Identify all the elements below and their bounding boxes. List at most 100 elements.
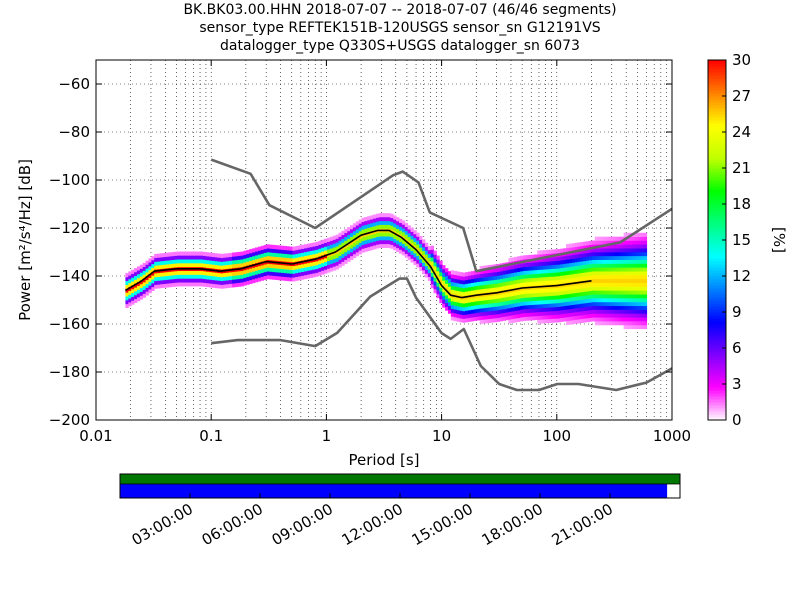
colorbar-step xyxy=(708,408,726,412)
heatmap-cell xyxy=(185,263,190,268)
heatmap-cell xyxy=(234,259,239,265)
heatmap-cell xyxy=(361,240,365,245)
heatmap-cell xyxy=(617,263,622,268)
heatmap-cell xyxy=(338,255,342,260)
heatmap-cell xyxy=(617,255,622,260)
heatmap-cell xyxy=(136,297,141,302)
colorbar-step xyxy=(708,330,726,334)
colorbar-step xyxy=(708,222,726,226)
heatmap-cell xyxy=(638,309,642,314)
heatmap-cell xyxy=(540,288,544,293)
heatmap-cell xyxy=(626,278,630,284)
heatmap-cell xyxy=(151,259,155,265)
heatmap-cell xyxy=(419,251,423,256)
heatmap-cell xyxy=(640,263,645,268)
colorbar-step xyxy=(708,351,726,355)
heatmap-cell xyxy=(283,272,288,277)
heatmap-cell xyxy=(229,256,233,261)
heatmap-cell xyxy=(174,255,178,260)
heatmap-cell xyxy=(502,305,506,310)
heatmap-cell xyxy=(471,305,475,310)
colorbar-step xyxy=(708,219,726,223)
heatmap-cell xyxy=(600,267,604,272)
heatmap-cell xyxy=(615,248,619,253)
heatmap-cell xyxy=(594,298,599,303)
heatmap-cell xyxy=(499,301,504,306)
heatmap-cell xyxy=(410,227,414,232)
heatmap-cell xyxy=(350,225,354,230)
heatmap-cell xyxy=(600,290,604,295)
heatmap-cell xyxy=(591,263,596,268)
colorbar-step xyxy=(708,120,726,124)
heatmap-cell xyxy=(375,232,380,238)
heatmap-cell xyxy=(315,272,319,277)
heatmap-cell xyxy=(157,284,161,289)
heatmap-cell xyxy=(303,263,308,268)
heatmap-cell xyxy=(404,242,409,247)
heatmap-cell xyxy=(327,264,331,269)
heatmap-cell xyxy=(185,270,190,275)
heatmap-cell xyxy=(479,312,483,317)
heatmap-cell xyxy=(168,283,172,288)
colorbar-step xyxy=(708,174,726,178)
heatmap-cell xyxy=(643,301,648,307)
heatmap-cell xyxy=(563,267,567,272)
heatmap-cell xyxy=(635,255,639,260)
heatmap-cell xyxy=(577,257,581,262)
heatmap-cell xyxy=(165,271,170,277)
heatmap-cell xyxy=(626,298,630,303)
heatmap-cell xyxy=(223,261,227,266)
heatmap-cell xyxy=(623,252,627,257)
heatmap-cell xyxy=(272,252,276,257)
heatmap-cell xyxy=(514,276,518,281)
heatmap-cell xyxy=(577,269,581,274)
heatmap-cell xyxy=(180,255,184,260)
chart-title-line-3: datalogger_type Q330S+USGS datalogger_sn… xyxy=(220,38,580,54)
heatmap-cell xyxy=(125,284,129,289)
heatmap-cell xyxy=(355,229,360,234)
heatmap-cell xyxy=(557,275,561,281)
heatmap-cell xyxy=(243,277,247,282)
colorbar-step xyxy=(708,369,726,373)
heatmap-cell xyxy=(226,280,230,285)
heatmap-cell xyxy=(568,301,573,306)
heatmap-cell xyxy=(413,230,417,235)
heatmap-cell xyxy=(220,276,224,282)
heatmap-cell xyxy=(252,278,256,284)
heatmap-cell xyxy=(364,220,368,225)
heatmap-cell xyxy=(574,296,578,301)
heatmap-cell xyxy=(609,305,613,310)
heatmap-cell xyxy=(571,289,576,294)
heatmap-cell xyxy=(528,312,532,317)
heatmap-cell xyxy=(139,268,144,273)
heatmap-cell xyxy=(543,276,547,282)
heatmap-cell xyxy=(220,265,224,270)
heatmap-cell xyxy=(571,293,576,298)
heatmap-cell xyxy=(494,318,498,323)
colorbar-step xyxy=(708,273,726,277)
heatmap-cell xyxy=(387,213,391,218)
heatmap-cell xyxy=(591,248,596,253)
heatmap-cell xyxy=(439,279,443,284)
heatmap-cell xyxy=(151,279,155,284)
heatmap-cell xyxy=(511,299,515,304)
heatmap-cell xyxy=(534,269,538,275)
heatmap-cell xyxy=(514,299,518,304)
heatmap-cell xyxy=(545,303,550,308)
heatmap-cell xyxy=(462,299,466,304)
heatmap-cell xyxy=(574,262,578,267)
heatmap-cell xyxy=(424,246,429,251)
heatmap-cell xyxy=(577,276,581,282)
heatmap-cell xyxy=(606,252,610,257)
heatmap-cell xyxy=(384,220,388,225)
heatmap-cell xyxy=(410,246,414,252)
heatmap-cell xyxy=(525,308,530,314)
heatmap-cell xyxy=(514,272,518,277)
heatmap-cell xyxy=(499,294,504,299)
heatmap-cell xyxy=(594,321,599,326)
heatmap-cell xyxy=(594,271,599,276)
heatmap-cell xyxy=(531,300,535,305)
heatmap-cell xyxy=(525,255,530,260)
heatmap-cell xyxy=(442,268,446,274)
coverage-timeline: 03:00:00 06:00:00 09:00:00 12:00:00 15:00:00… xyxy=(119,473,681,549)
